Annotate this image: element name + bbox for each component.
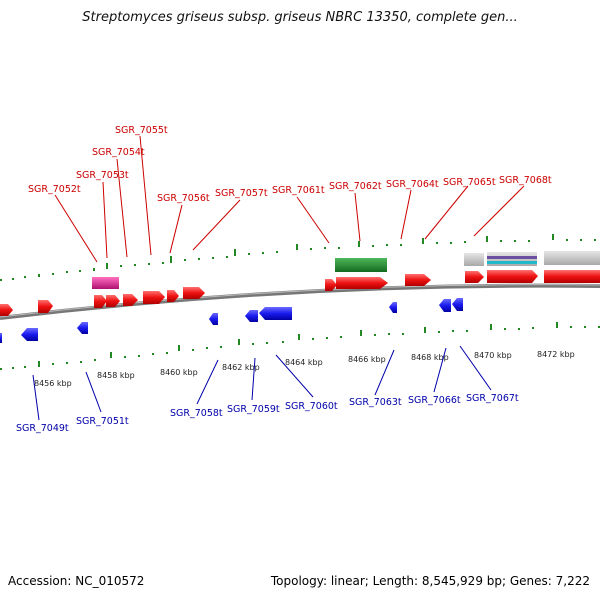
forward-gene-label[interactable]: SGR_7052t bbox=[28, 184, 81, 195]
forward-gene-arrow[interactable] bbox=[336, 277, 388, 289]
forward-gene-arrow[interactable] bbox=[0, 304, 13, 316]
forward-gene-label[interactable]: SGR_7057t bbox=[215, 188, 268, 199]
reverse-gene-arrow[interactable] bbox=[77, 322, 88, 334]
scale-tick-label: 8462 kbp bbox=[222, 363, 260, 372]
forward-gene-label[interactable]: SGR_7065t bbox=[443, 177, 496, 188]
reverse-gene-arrow[interactable] bbox=[209, 313, 218, 325]
forward-genes[interactable] bbox=[0, 270, 600, 316]
genome-summary-text: Topology: linear; Length: 8,545,929 bp; … bbox=[270, 574, 590, 588]
reverse-gene-arrow[interactable] bbox=[259, 307, 292, 320]
reverse-gene-arrow[interactable] bbox=[0, 333, 2, 343]
chromosome-backbone-highlight bbox=[0, 284, 600, 318]
forward-gene-arrow[interactable] bbox=[143, 291, 165, 304]
reverse-leader-lines bbox=[32, 345, 492, 421]
forward-gene-label[interactable]: SGR_7062t bbox=[329, 181, 382, 192]
scale-tick-label: 8458 kbp bbox=[97, 371, 135, 380]
forward-gene-arrow[interactable] bbox=[123, 294, 138, 306]
forward-gene-label[interactable]: SGR_7064t bbox=[386, 179, 439, 190]
reverse-gene-label[interactable]: SGR_7051t bbox=[76, 416, 129, 427]
reverse-gene-label[interactable]: SGR_7058t bbox=[170, 408, 223, 419]
forward-tick-marks bbox=[0, 234, 596, 281]
forward-gene-arrow[interactable] bbox=[487, 270, 538, 283]
forward-gene-label[interactable]: SGR_7056t bbox=[157, 193, 210, 204]
reverse-gene-label[interactable]: SGR_7059t bbox=[227, 404, 280, 415]
forward-gene-arrow[interactable] bbox=[183, 287, 205, 299]
gray-feature[interactable] bbox=[464, 253, 484, 266]
reverse-gene-label[interactable]: SGR_7067t bbox=[466, 393, 519, 404]
reverse-gene-label[interactable]: SGR_7060t bbox=[285, 401, 338, 412]
reverse-gene-arrow[interactable] bbox=[21, 328, 38, 341]
forward-gene-arrow[interactable] bbox=[106, 295, 120, 307]
pseudo-gene-feature[interactable] bbox=[92, 277, 119, 289]
forward-gene-label[interactable]: SGR_7054t bbox=[92, 147, 145, 158]
reverse-gene-arrow[interactable] bbox=[439, 299, 451, 312]
forward-gene-arrow[interactable] bbox=[465, 271, 484, 283]
forward-gene-arrow[interactable] bbox=[94, 295, 107, 308]
forward-gene-label[interactable]: SGR_7068t bbox=[499, 175, 552, 186]
forward-gene-arrow[interactable] bbox=[544, 270, 600, 283]
scale-tick-label: 8470 kbp bbox=[474, 351, 512, 360]
cyan-feature[interactable] bbox=[487, 261, 537, 264]
scale-tick-label: 8468 kbp bbox=[411, 353, 449, 362]
reverse-gene-arrow[interactable] bbox=[389, 302, 397, 313]
scale-tick-label: 8472 kbp bbox=[537, 350, 575, 359]
scale-tick-label: 8460 kbp bbox=[160, 368, 198, 377]
forward-gene-arrow[interactable] bbox=[325, 279, 337, 291]
forward-gene-label[interactable]: SGR_7055t bbox=[115, 125, 168, 136]
reverse-genes[interactable] bbox=[0, 298, 463, 343]
scale-tick-label: 8456 kbp bbox=[34, 379, 72, 388]
scale-tick-label: 8464 kbp bbox=[285, 358, 323, 367]
scale-tick-label: 8466 kbp bbox=[348, 355, 386, 364]
accession-text: Accession: NC_010572 bbox=[8, 574, 145, 588]
forward-gene-label[interactable]: SGR_7061t bbox=[272, 185, 325, 196]
map-title: Streptomyces griseus subsp. griseus NBRC… bbox=[82, 10, 518, 25]
reverse-gene-label[interactable]: SGR_7063t bbox=[349, 397, 402, 408]
purple-feature[interactable] bbox=[487, 256, 537, 259]
reverse-gene-label[interactable]: SGR_7049t bbox=[16, 423, 69, 434]
forward-leader-lines bbox=[54, 135, 525, 263]
forward-gene-arrow[interactable] bbox=[38, 300, 53, 313]
reverse-gene-arrow[interactable] bbox=[452, 298, 463, 311]
forward-gene-arrow[interactable] bbox=[405, 274, 431, 286]
reverse-gene-label[interactable]: SGR_7066t bbox=[408, 395, 461, 406]
reverse-gene-arrow[interactable] bbox=[245, 310, 258, 322]
chromosome-backbone bbox=[0, 283, 600, 320]
rrna-feature[interactable] bbox=[335, 258, 387, 272]
reverse-tick-marks bbox=[0, 322, 600, 370]
forward-gene-arrow[interactable] bbox=[167, 290, 179, 302]
gray-feature[interactable] bbox=[544, 251, 600, 265]
forward-gene-label[interactable]: SGR_7053t bbox=[76, 170, 129, 181]
